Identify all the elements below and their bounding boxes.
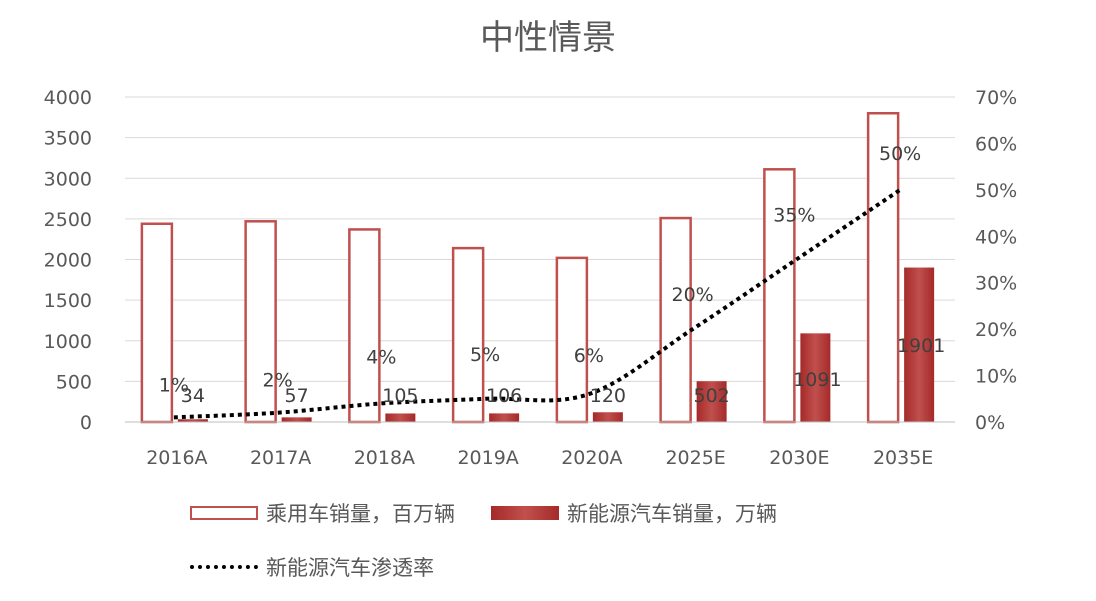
bar-ev-sales bbox=[385, 413, 416, 422]
x-tick-label: 2018A bbox=[354, 447, 415, 469]
bar-vehicle-sales bbox=[140, 222, 174, 424]
y-right-tick-label: 60% bbox=[975, 133, 1017, 155]
data-label-penetration: 6% bbox=[574, 345, 604, 367]
y-right-tick-label: 30% bbox=[975, 273, 1017, 295]
legend-label-ev-sales: 新能源汽车销量，万辆 bbox=[567, 502, 777, 526]
x-tick-label: 2035E bbox=[873, 447, 933, 469]
chart-plot: 34 57 105 106 120 502 1091 1901 1% 2% 4% 5% 6% 20% 35%… bbox=[44, 87, 1018, 469]
legend-item-ev-sales: 新能源汽车销量，万辆 bbox=[491, 498, 777, 528]
legend-swatch-outline bbox=[190, 506, 258, 520]
y-right-tick-label: 70% bbox=[975, 87, 1017, 109]
y-right-tick-label: 10% bbox=[975, 366, 1017, 388]
legend-item-vehicle-sales: 乘用车销量，百万辆 bbox=[190, 498, 455, 528]
x-tick-label: 2016A bbox=[146, 447, 207, 469]
y-left-tick-label: 2500 bbox=[44, 209, 92, 231]
y-left-tick-label: 4000 bbox=[44, 87, 92, 109]
data-label-ev-sales: 105 bbox=[382, 385, 418, 407]
data-label-ev-sales: 1901 bbox=[897, 335, 945, 357]
data-label-ev-sales: 120 bbox=[590, 385, 626, 407]
bar-ev-sales bbox=[489, 413, 520, 422]
y-right-tick-label: 40% bbox=[975, 226, 1017, 248]
y-right-tick-label: 20% bbox=[975, 319, 1017, 341]
data-label-penetration: 35% bbox=[773, 205, 815, 227]
chart-legend: 乘用车销量，百万辆 新能源汽车销量，万辆 新能源汽车渗透率 bbox=[190, 493, 910, 601]
x-tick-label: 2030E bbox=[769, 447, 829, 469]
legend-item-penetration: 新能源汽车渗透率 bbox=[190, 552, 434, 582]
y-left-tick-label: 3500 bbox=[44, 128, 92, 150]
line-penetration bbox=[173, 188, 902, 420]
data-label-penetration: 2% bbox=[263, 370, 293, 392]
x-tick-label: 2025E bbox=[665, 447, 725, 469]
bar-vehicle-sales bbox=[244, 220, 277, 424]
data-label-penetration: 50% bbox=[879, 143, 921, 165]
bar-ev-sales bbox=[281, 417, 312, 422]
y-right-tick-label: 0% bbox=[975, 412, 1005, 434]
y-right-tick-label: 50% bbox=[975, 180, 1017, 202]
data-label-ev-sales: 1091 bbox=[793, 369, 841, 391]
x-tick-label: 2017A bbox=[250, 447, 311, 469]
data-label-ev-sales: 502 bbox=[693, 385, 729, 407]
bar-vehicle-sales bbox=[659, 216, 692, 424]
data-label-penetration: 5% bbox=[470, 344, 500, 366]
data-label-ev-sales: 34 bbox=[181, 385, 205, 407]
chart-title: 中性情景 bbox=[480, 18, 616, 58]
y-left-tick-label: 0 bbox=[80, 412, 92, 434]
bar-ev-sales bbox=[800, 333, 831, 422]
data-label-penetration: 20% bbox=[672, 284, 714, 306]
x-tick-label: 2020A bbox=[561, 447, 622, 469]
y-left-tick-label: 1000 bbox=[44, 331, 92, 353]
y-left-tick-label: 500 bbox=[56, 371, 92, 393]
legend-label-penetration: 新能源汽车渗透率 bbox=[266, 556, 434, 580]
bar-ev-sales bbox=[592, 412, 623, 422]
data-label-ev-sales: 106 bbox=[486, 385, 522, 407]
y-left-tick-label: 1500 bbox=[44, 290, 92, 312]
data-label-penetration: 4% bbox=[366, 346, 396, 368]
legend-swatch-dotted-line bbox=[190, 565, 258, 569]
x-tick-label: 2019A bbox=[457, 447, 518, 469]
y-left-tick-label: 2000 bbox=[44, 250, 92, 272]
legend-label-vehicle-sales: 乘用车销量，百万辆 bbox=[266, 502, 455, 526]
bar-vehicle-sales bbox=[763, 168, 796, 424]
bar-ev-sales bbox=[696, 381, 727, 422]
y-left-tick-label: 3000 bbox=[44, 168, 92, 190]
bar-vehicle-sales bbox=[866, 112, 900, 424]
bar-ev-sales bbox=[904, 267, 935, 422]
data-label-ev-sales: 57 bbox=[285, 385, 309, 407]
bar-vehicle-sales bbox=[348, 228, 381, 424]
bar-ev-sales bbox=[177, 419, 208, 422]
data-label-penetration: 1% bbox=[159, 374, 189, 396]
legend-swatch-filled bbox=[491, 506, 559, 520]
bar-vehicle-sales bbox=[451, 246, 485, 424]
